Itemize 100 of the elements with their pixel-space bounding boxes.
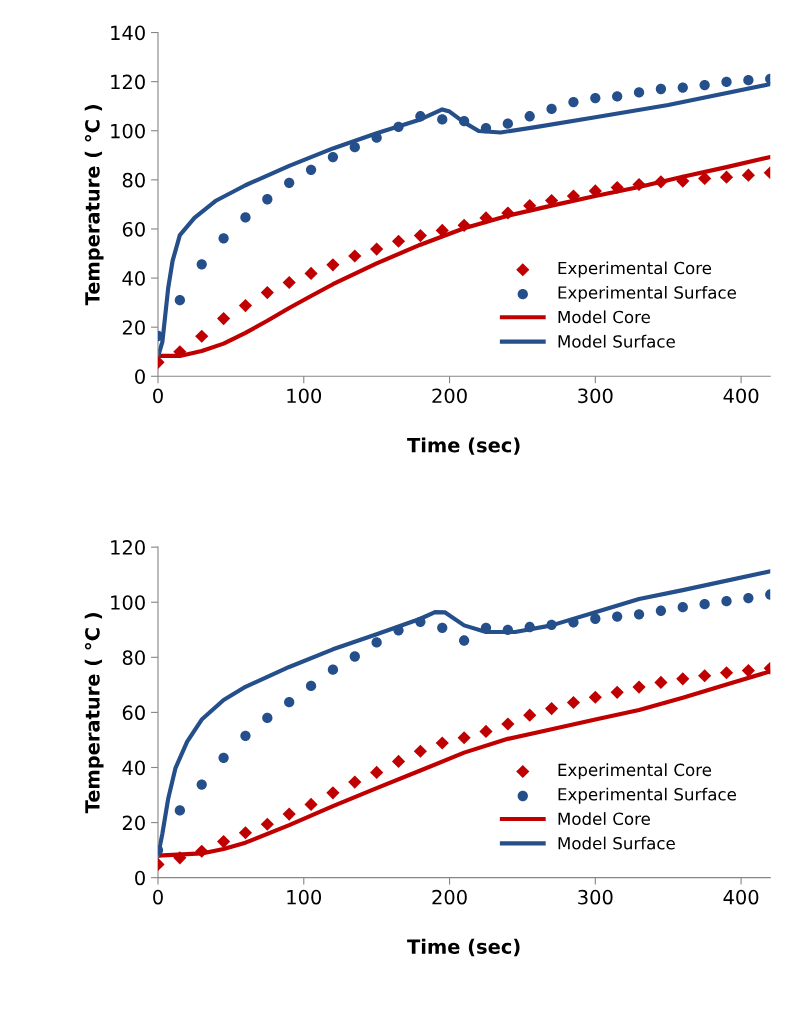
point	[370, 765, 384, 780]
y-tick-label: 60	[122, 705, 145, 721]
point	[612, 611, 623, 622]
point	[173, 345, 187, 359]
point	[545, 701, 559, 716]
point	[327, 151, 339, 163]
point	[435, 736, 449, 750]
y-tick-label: 120	[111, 74, 145, 90]
point	[218, 233, 229, 244]
point	[743, 592, 754, 604]
point	[370, 242, 384, 256]
point	[633, 609, 645, 620]
point	[457, 731, 471, 745]
point	[284, 177, 295, 188]
point	[612, 91, 623, 102]
point	[349, 651, 360, 662]
point	[218, 752, 229, 764]
point	[304, 266, 318, 280]
point	[260, 817, 274, 831]
point	[590, 613, 601, 624]
point	[262, 194, 273, 205]
legend-label: Model Surface	[558, 334, 675, 348]
x-axis-title: Time (sec)	[407, 938, 520, 957]
point	[240, 730, 251, 741]
point	[458, 116, 470, 127]
point	[721, 595, 732, 607]
point	[393, 121, 404, 132]
legend-label: Experimental Surface	[558, 285, 736, 303]
y-tick-label: 100	[111, 595, 145, 610]
point	[501, 717, 515, 731]
point	[196, 779, 207, 790]
point	[327, 664, 339, 675]
point	[633, 87, 645, 98]
point	[698, 669, 712, 683]
point	[610, 180, 624, 195]
point	[413, 744, 427, 758]
point	[458, 635, 470, 646]
x-tick-label: 200	[432, 889, 467, 905]
point	[568, 96, 579, 108]
y-tick-label: 40	[122, 760, 145, 776]
point	[413, 229, 427, 243]
point	[415, 111, 426, 122]
y-axis-title: Temperature ( °C )	[84, 613, 104, 814]
x-tick-label: 0	[153, 889, 163, 905]
point	[699, 599, 710, 610]
point	[391, 754, 406, 769]
y-tick-label: 20	[122, 320, 145, 335]
point	[437, 114, 448, 125]
y-tick-label: 100	[111, 123, 145, 139]
point	[698, 171, 712, 185]
point	[568, 617, 579, 628]
x-tick-label: 100	[287, 388, 322, 404]
x-tick-label: 100	[287, 889, 322, 905]
legend-label: Model Core	[558, 310, 650, 324]
legend-label: Experimental Core	[558, 261, 712, 278]
point	[676, 174, 690, 188]
point	[173, 851, 187, 865]
point	[655, 83, 667, 95]
point	[566, 695, 581, 710]
point	[284, 697, 295, 708]
point	[677, 82, 688, 93]
x-tick-label: 300	[578, 889, 613, 905]
point	[195, 329, 209, 343]
y-tick-label: 40	[122, 271, 145, 286]
point	[348, 775, 362, 789]
point	[282, 275, 296, 290]
point	[238, 298, 253, 313]
legend-label: Experimental Surface	[558, 787, 736, 804]
point	[238, 826, 253, 840]
point	[590, 92, 601, 104]
point	[676, 672, 690, 686]
x-tick-label: 400	[723, 388, 759, 404]
point	[326, 786, 340, 800]
point	[524, 111, 535, 122]
point	[174, 295, 186, 306]
point	[217, 312, 231, 326]
point	[479, 211, 493, 225]
x-tick-label: 0	[153, 388, 163, 404]
point	[174, 805, 186, 816]
y-tick-label: 80	[122, 650, 145, 665]
x-tick-label: 200	[432, 388, 467, 404]
point	[415, 616, 426, 627]
y-tick-label: 80	[122, 172, 145, 188]
point	[654, 675, 668, 689]
x-tick-label: 400	[723, 889, 759, 905]
point	[523, 708, 537, 722]
line-series	[158, 569, 771, 858]
y-tick-label: 60	[122, 221, 145, 237]
point	[546, 619, 557, 630]
point	[479, 724, 493, 738]
point	[262, 712, 273, 724]
point	[305, 680, 317, 692]
point	[371, 637, 382, 648]
point	[480, 122, 492, 134]
point	[632, 177, 646, 192]
x-axis-title: Time (sec)	[407, 437, 520, 455]
point	[721, 76, 732, 88]
y-tick-label: 120	[111, 540, 145, 555]
y-tick-label: 140	[111, 25, 145, 41]
point	[588, 690, 602, 704]
